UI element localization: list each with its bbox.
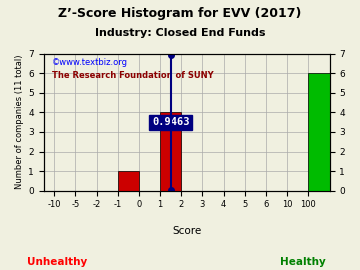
Text: ©www.textbiz.org: ©www.textbiz.org <box>52 58 128 67</box>
Bar <box>160 112 181 191</box>
Text: 0.9463: 0.9463 <box>152 117 189 127</box>
Text: Z’-Score Histogram for EVV (2017): Z’-Score Histogram for EVV (2017) <box>58 7 302 20</box>
Y-axis label: Number of companies (11 total): Number of companies (11 total) <box>15 55 24 190</box>
Bar <box>118 171 139 191</box>
Text: Healthy: Healthy <box>279 257 325 267</box>
Text: Industry: Closed End Funds: Industry: Closed End Funds <box>95 28 265 38</box>
Bar <box>309 73 329 191</box>
Text: Unhealthy: Unhealthy <box>27 257 88 267</box>
Text: The Research Foundation of SUNY: The Research Foundation of SUNY <box>52 72 214 80</box>
X-axis label: Score: Score <box>172 226 201 236</box>
